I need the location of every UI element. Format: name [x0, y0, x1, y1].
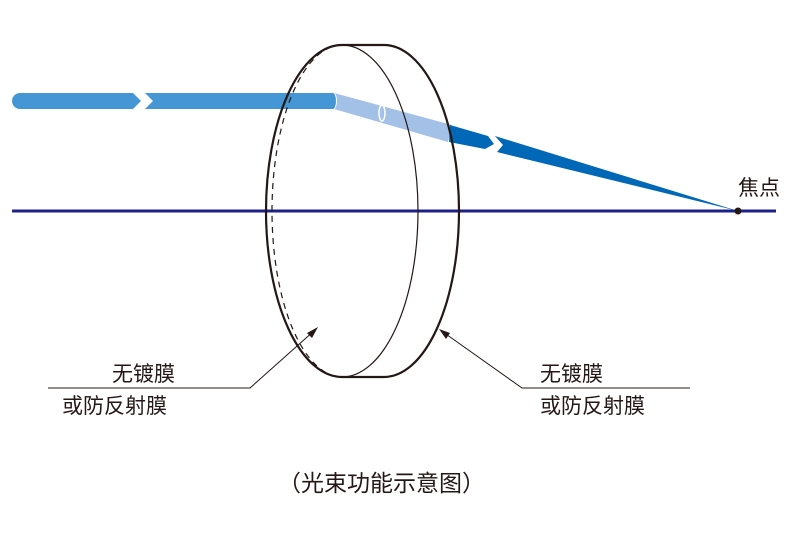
lens-back-face	[383, 43, 461, 379]
incoming-beam-arrow	[145, 93, 336, 109]
incoming-beam	[12, 93, 141, 109]
beam-in-lens	[334, 93, 452, 142]
right-label-line1: 无镀膜	[540, 362, 603, 386]
left-label-line1: 无镀膜	[112, 362, 175, 386]
outgoing-beam	[449, 125, 494, 149]
left-leader-line	[48, 329, 316, 389]
lens-front-edge	[264, 43, 343, 379]
caption: （光束功能示意图）	[278, 471, 485, 497]
focus-label: 焦点	[738, 176, 780, 200]
right-leader-arrow	[439, 329, 450, 339]
right-label-line2: 或防反射膜	[540, 394, 645, 418]
beam-cross-section	[378, 104, 386, 122]
left-leader-arrow	[307, 327, 318, 338]
focal-point	[734, 207, 742, 215]
left-label-line2: 或防反射膜	[62, 394, 167, 418]
outgoing-beam-arrow	[495, 136, 738, 211]
lens-back-face-hidden	[271, 44, 343, 378]
right-leader-line	[442, 331, 690, 389]
